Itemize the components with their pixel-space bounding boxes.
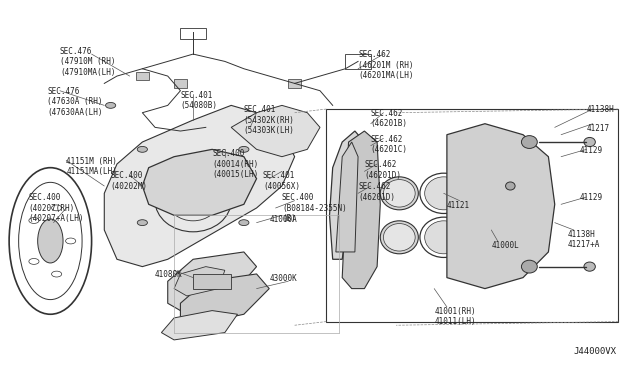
Ellipse shape xyxy=(425,177,463,210)
Ellipse shape xyxy=(383,180,415,207)
Ellipse shape xyxy=(522,136,538,148)
Text: SEC.400
(40207(RH)
(40207+A(LH): SEC.400 (40207(RH) (40207+A(LH) xyxy=(28,193,84,223)
Circle shape xyxy=(239,147,249,152)
Text: SEC.462
(46201C): SEC.462 (46201C) xyxy=(371,135,408,154)
Polygon shape xyxy=(161,311,237,340)
Text: SEC.462
(46201D): SEC.462 (46201D) xyxy=(358,182,395,202)
Circle shape xyxy=(239,220,249,225)
Bar xyxy=(174,79,187,88)
Text: 41129: 41129 xyxy=(580,146,604,155)
Polygon shape xyxy=(142,149,257,215)
Ellipse shape xyxy=(461,219,502,256)
Text: SEC.401
(54080B): SEC.401 (54080B) xyxy=(180,91,218,110)
Text: SEC.462
(46201M (RH)
(46201MA(LH): SEC.462 (46201M (RH) (46201MA(LH) xyxy=(358,51,413,80)
Polygon shape xyxy=(447,124,555,289)
Ellipse shape xyxy=(383,224,415,251)
Circle shape xyxy=(137,147,147,152)
Text: 41151M (RH)
41151MA(LH): 41151M (RH) 41151MA(LH) xyxy=(66,157,117,176)
Text: SEC.400
(B08184-2355N)
(B): SEC.400 (B08184-2355N) (B) xyxy=(282,193,347,223)
Ellipse shape xyxy=(380,221,419,254)
Bar xyxy=(326,109,618,321)
Polygon shape xyxy=(104,105,294,267)
Ellipse shape xyxy=(522,260,538,273)
Text: 41080K: 41080K xyxy=(155,270,183,279)
Text: 41000L: 41000L xyxy=(492,241,519,250)
Bar xyxy=(136,72,148,80)
Ellipse shape xyxy=(584,262,595,271)
Text: SEC.401
(54302K(RH)
(54303K(LH): SEC.401 (54302K(RH) (54303K(LH) xyxy=(244,105,295,135)
Text: 41138H: 41138H xyxy=(586,105,614,114)
Text: 41138H
41217+A: 41138H 41217+A xyxy=(568,230,600,249)
Text: SEC.462
(46201B): SEC.462 (46201B) xyxy=(371,109,408,128)
Polygon shape xyxy=(180,274,269,325)
Bar xyxy=(346,54,371,69)
Ellipse shape xyxy=(38,219,63,263)
Text: SEC.476
(47630A (RH)
(47630AA(LH): SEC.476 (47630A (RH) (47630AA(LH) xyxy=(47,87,102,117)
Text: 41001(RH)
41011(LH): 41001(RH) 41011(LH) xyxy=(434,307,476,326)
Text: 41121: 41121 xyxy=(447,201,470,210)
Text: 43000K: 43000K xyxy=(269,274,297,283)
Text: SEC.400
(40014(RH)
(40015(LH): SEC.400 (40014(RH) (40015(LH) xyxy=(212,149,259,179)
Text: 41129: 41129 xyxy=(580,193,604,202)
Polygon shape xyxy=(168,252,257,311)
Text: SEC.400
(40202M): SEC.400 (40202M) xyxy=(111,171,148,191)
Ellipse shape xyxy=(506,182,515,190)
Text: SEC.476
(47910M (RH)
(47910MA(LH): SEC.476 (47910M (RH) (47910MA(LH) xyxy=(60,47,115,77)
Text: 41217: 41217 xyxy=(586,124,609,133)
Ellipse shape xyxy=(425,221,463,254)
Polygon shape xyxy=(342,131,380,289)
Polygon shape xyxy=(231,105,320,157)
Circle shape xyxy=(137,220,147,225)
Text: J44000VX: J44000VX xyxy=(574,347,617,356)
Ellipse shape xyxy=(380,177,419,210)
Text: SEC.401
(40056X): SEC.401 (40056X) xyxy=(263,171,300,191)
Bar xyxy=(180,28,206,39)
Ellipse shape xyxy=(584,137,595,147)
Ellipse shape xyxy=(461,175,502,212)
Polygon shape xyxy=(174,267,225,296)
Polygon shape xyxy=(330,131,364,259)
Text: SEC.462
(46201D): SEC.462 (46201D) xyxy=(364,160,401,180)
Circle shape xyxy=(106,102,116,108)
Text: 41000A: 41000A xyxy=(269,215,297,224)
Bar xyxy=(288,79,301,88)
Polygon shape xyxy=(336,142,358,252)
Bar xyxy=(193,274,231,289)
